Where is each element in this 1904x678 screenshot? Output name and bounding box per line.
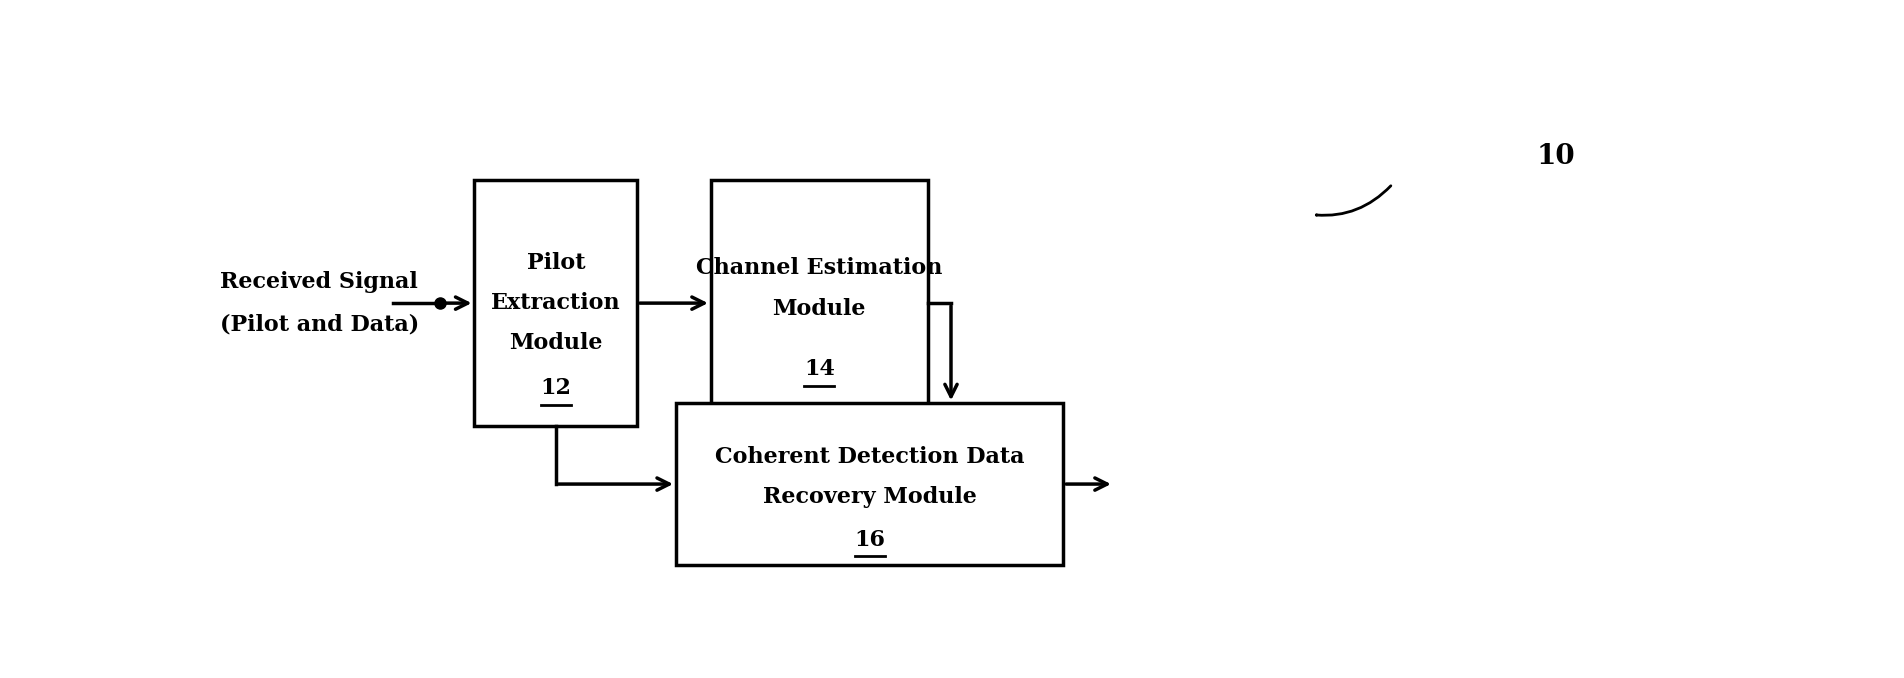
Text: Module: Module bbox=[773, 298, 866, 319]
Text: 16: 16 bbox=[855, 529, 885, 551]
Text: 10: 10 bbox=[1537, 143, 1575, 170]
Bar bbox=[710, 180, 927, 426]
Text: Pilot: Pilot bbox=[527, 252, 585, 274]
Bar bbox=[676, 403, 1062, 565]
Text: Recovery Module: Recovery Module bbox=[764, 486, 977, 508]
Text: Extraction: Extraction bbox=[491, 292, 621, 314]
Text: 12: 12 bbox=[541, 377, 571, 399]
Text: (Pilot and Data): (Pilot and Data) bbox=[219, 314, 419, 336]
Bar bbox=[474, 180, 638, 426]
Text: 14: 14 bbox=[803, 357, 834, 380]
Text: Received Signal: Received Signal bbox=[221, 271, 419, 293]
FancyArrowPatch shape bbox=[1316, 186, 1390, 216]
Text: Coherent Detection Data: Coherent Detection Data bbox=[714, 446, 1024, 468]
Text: Channel Estimation: Channel Estimation bbox=[697, 258, 942, 279]
Text: Module: Module bbox=[508, 332, 602, 354]
